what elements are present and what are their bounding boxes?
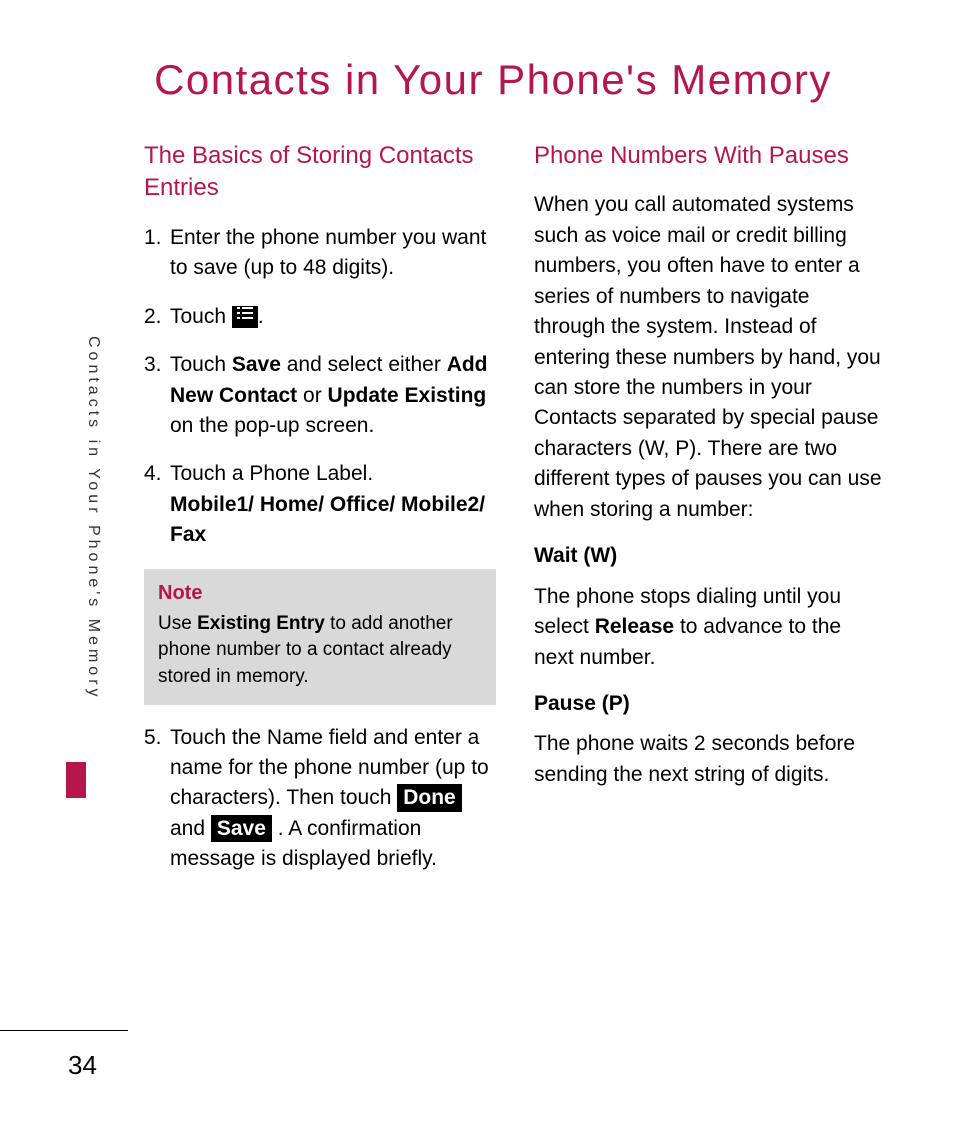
- step-3: 3. Touch Save and select either Add New …: [144, 350, 496, 441]
- save-button-icon: Save: [211, 815, 272, 842]
- text: Use: [158, 613, 197, 634]
- step-number: 2.: [144, 302, 170, 332]
- text: Touch: [170, 353, 232, 376]
- manual-page: Contacts in Your Phone's Memory Contacts…: [0, 0, 954, 1145]
- step-5: 5. Touch the Name field and enter a name…: [144, 723, 496, 875]
- step-body: Enter the phone number you want to save …: [170, 223, 496, 284]
- note-title: Note: [158, 579, 482, 607]
- step-body: Touch a Phone Label. Mobile1/ Home/ Offi…: [170, 459, 496, 550]
- left-column: The Basics of Storing Contacts Entries 1…: [144, 140, 496, 893]
- note-body: Use Existing Entry to add another phone …: [158, 611, 482, 691]
- footer-rule: [0, 1030, 128, 1031]
- step-body: Touch .: [170, 302, 496, 332]
- sidebar-accent-bar: [66, 762, 86, 798]
- page-title: Contacts in Your Phone's Memory: [100, 56, 886, 104]
- section-heading-pauses: Phone Numbers With Pauses: [534, 140, 886, 172]
- step-body: Touch the Name field and enter a name fo…: [170, 723, 496, 875]
- bold-text: Existing Entry: [197, 613, 325, 634]
- text: and select either: [281, 353, 447, 376]
- step-4: 4. Touch a Phone Label. Mobile1/ Home/ O…: [144, 459, 496, 550]
- page-number: 34: [68, 1050, 97, 1081]
- section-heading-basics: The Basics of Storing Contacts Entries: [144, 140, 496, 205]
- step-number: 3.: [144, 350, 170, 441]
- bold-text: Update Existing: [328, 384, 487, 407]
- pause-subheading: Pause (P): [534, 689, 886, 719]
- text: and: [170, 817, 211, 840]
- note-box: Note Use Existing Entry to add another p…: [144, 569, 496, 705]
- step-number: 1.: [144, 223, 170, 284]
- wait-paragraph: The phone stops dialing until you select…: [534, 582, 886, 673]
- list-menu-icon: [232, 306, 258, 328]
- text: Touch: [170, 305, 232, 328]
- step-1: 1. Enter the phone number you want to sa…: [144, 223, 496, 284]
- text: Enter the phone number you want to save …: [170, 226, 486, 279]
- text: on the pop-up screen.: [170, 414, 374, 437]
- wait-subheading: Wait (W): [534, 541, 886, 571]
- content-columns: The Basics of Storing Contacts Entries 1…: [144, 140, 886, 893]
- intro-paragraph: When you call automated systems such as …: [534, 190, 886, 525]
- bold-text: Save: [232, 353, 281, 376]
- done-button-icon: Done: [397, 784, 462, 811]
- pause-paragraph: The phone waits 2 seconds before sending…: [534, 729, 886, 790]
- step-2: 2. Touch .: [144, 302, 496, 332]
- bold-text: Release: [595, 615, 674, 638]
- step-number: 4.: [144, 459, 170, 550]
- right-column: Phone Numbers With Pauses When you call …: [534, 140, 886, 893]
- step-body: Touch Save and select either Add New Con…: [170, 350, 496, 441]
- text: or: [297, 384, 327, 407]
- sidebar-vertical-label: Contacts in Your Phone's Memory: [76, 336, 102, 701]
- text: Touch a Phone Label.: [170, 462, 373, 485]
- step-number: 5.: [144, 723, 170, 875]
- text: .: [258, 305, 264, 328]
- bold-text: Mobile1/ Home/ Office/ Mobile2/ Fax: [170, 493, 485, 546]
